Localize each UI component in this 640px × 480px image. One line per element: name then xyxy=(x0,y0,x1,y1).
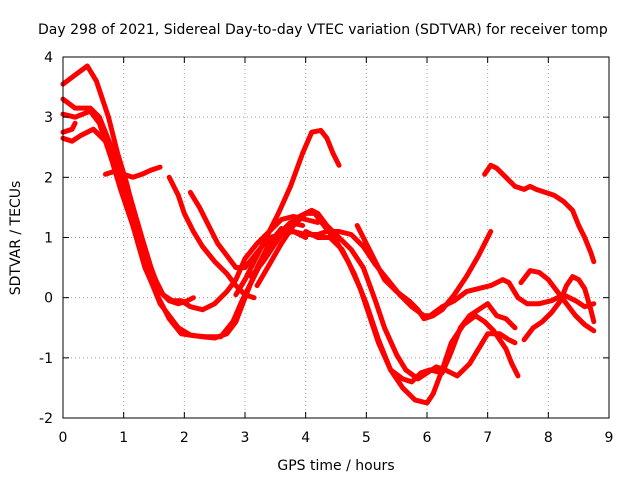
data-series-s6 xyxy=(103,164,163,180)
data-series-s1 xyxy=(60,63,321,313)
data-series-s16 xyxy=(518,268,597,334)
y-tick-label: -2 xyxy=(39,411,53,427)
data-series-s4 xyxy=(60,126,196,307)
x-tick-label: 7 xyxy=(483,430,492,446)
data-series-s12 xyxy=(303,229,518,385)
y-tick-label: 1 xyxy=(44,231,53,247)
x-tick-label: 2 xyxy=(180,430,189,446)
x-tick-label: 6 xyxy=(423,430,432,446)
data-series-group xyxy=(60,63,597,406)
data-series-s15 xyxy=(521,274,597,343)
x-tick-label: 3 xyxy=(241,430,250,446)
x-tick-label: 1 xyxy=(119,430,128,446)
data-series-s14 xyxy=(482,162,597,265)
x-axis-label: GPS time / hours xyxy=(277,458,394,474)
y-axis-label: SDTVAR / TECUs xyxy=(8,181,24,296)
chart-title: Day 298 of 2021, Sidereal Day-to-day VTE… xyxy=(38,22,608,38)
data-series-s11 xyxy=(254,210,521,406)
y-tick-label: -1 xyxy=(39,351,53,367)
data-series-s13 xyxy=(354,223,494,322)
x-tick-label: 5 xyxy=(362,430,371,446)
x-tick-label: 0 xyxy=(59,430,68,446)
y-tick-label: 3 xyxy=(44,110,53,126)
y-tick-label: 0 xyxy=(44,291,53,307)
x-tick-label: 8 xyxy=(544,430,553,446)
data-series-s9 xyxy=(233,127,342,298)
x-tick-label: 9 xyxy=(605,430,614,446)
axis-ticks: 0 1 2 3 4 5 6 7 8 9 -2 -1 0 1 2 3 4 xyxy=(39,50,613,446)
y-tick-label: 4 xyxy=(44,50,53,66)
x-tick-label: 4 xyxy=(301,430,310,446)
data-series-s5 xyxy=(60,120,78,135)
y-tick-label: 2 xyxy=(44,170,53,186)
